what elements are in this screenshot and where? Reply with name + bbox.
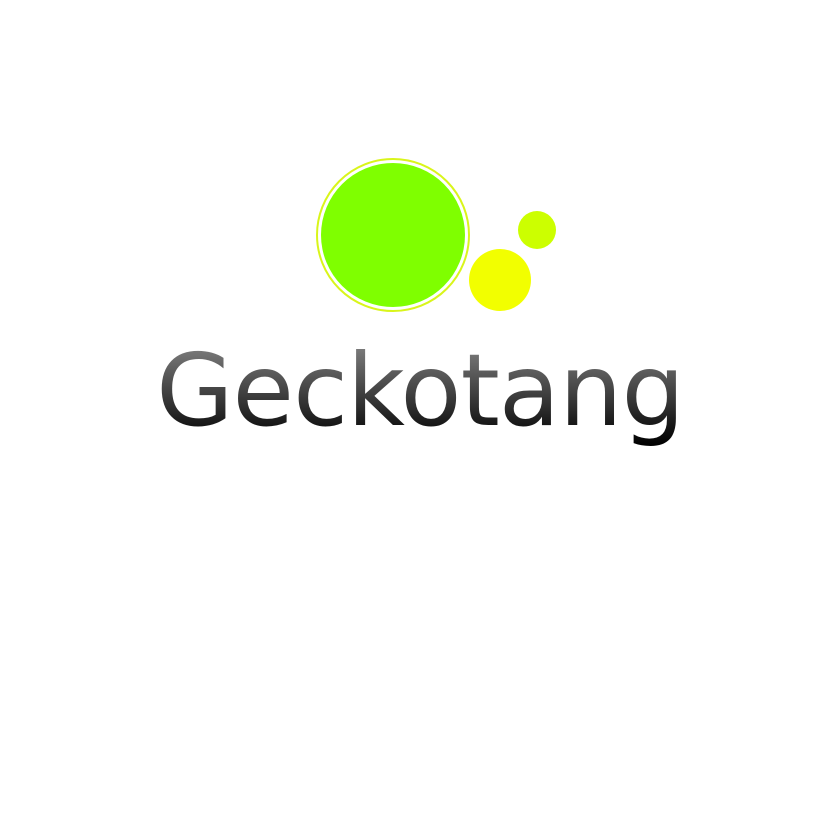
small-circle-top xyxy=(518,211,556,249)
large-circle xyxy=(321,163,465,307)
small-circle-bottom xyxy=(469,249,531,311)
logo-wordmark: Geckotang xyxy=(0,336,840,446)
large-circle-ring xyxy=(316,158,470,312)
